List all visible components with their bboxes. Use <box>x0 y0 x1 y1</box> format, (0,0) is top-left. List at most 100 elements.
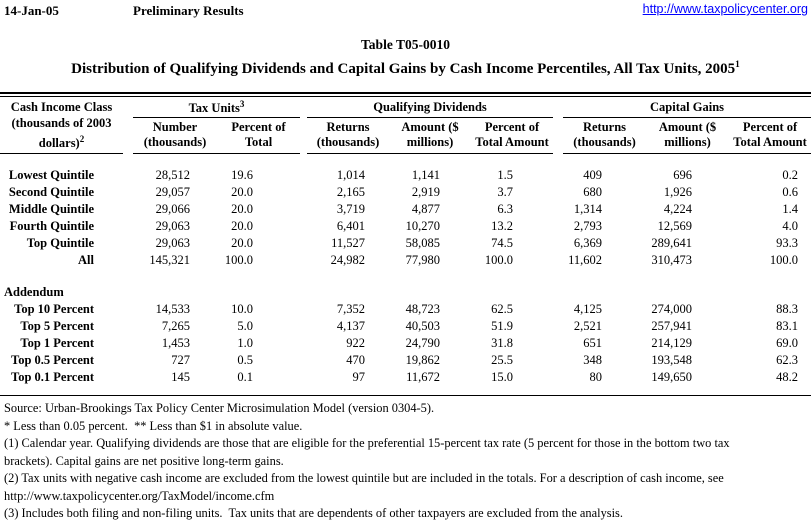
value-cell: 1.5 <box>497 168 514 183</box>
footnotes: Source: Urban-Brookings Tax Policy Cente… <box>0 396 811 523</box>
value-cell: 1.0 <box>237 336 254 351</box>
value-cell: 6,369 <box>573 236 603 251</box>
table-row: Fourth Quintile 29,063 20.0 6,401 10,270 13.2… <box>0 217 811 234</box>
value-cell: 13.2 <box>491 219 514 234</box>
table-title-text: Distribution of Qualifying Dividends and… <box>71 61 736 77</box>
value-cell: 25.5 <box>491 353 514 368</box>
value-cell: 69.0 <box>776 336 799 351</box>
value-cell: 31.8 <box>491 336 514 351</box>
table-title-superscript: 1 <box>735 60 740 70</box>
distribution-table: Cash Income Class (thousands of 2003 dolla… <box>0 97 811 385</box>
table-title: Distribution of Qualifying Dividends and… <box>0 60 811 78</box>
table-row: Top 0.1 Percent 145 0.1 97 11,672 15.0 80 149,6… <box>0 368 811 385</box>
value-cell: 11,527 <box>331 236 366 251</box>
group-header: Qualifying Dividends <box>307 97 554 119</box>
value-cell: 470 <box>346 353 366 368</box>
value-cell: 19,862 <box>405 353 441 368</box>
value-cell: 7,265 <box>161 319 190 334</box>
column-spacer <box>123 351 133 368</box>
value-cell: 24,790 <box>405 336 441 351</box>
table-row: Top 1 Percent 1,453 1.0 922 24,790 31.8 651 214… <box>0 334 811 351</box>
row-label: Top Quintile <box>26 236 94 251</box>
value-cell: 74.5 <box>491 236 514 251</box>
column-spacer <box>123 217 133 234</box>
table-body: Lowest Quintile 28,512 19.6 1,014 1,141 1.5 40… <box>0 154 811 386</box>
column-spacer <box>300 97 307 154</box>
value-cell: 696 <box>673 168 693 183</box>
value-cell: 1,141 <box>411 168 441 183</box>
site-link[interactable]: http://www.taxpolicycenter.org <box>642 2 808 16</box>
column-spacer <box>553 317 563 334</box>
value-cell: 3.7 <box>497 185 514 200</box>
status-label: Preliminary Results <box>133 3 244 18</box>
value-cell: 214,129 <box>651 336 693 351</box>
column-spacer <box>123 200 133 217</box>
value-cell: 2,793 <box>573 219 603 234</box>
value-cell: 29,063 <box>155 236 190 251</box>
value-cell: 20.0 <box>231 236 254 251</box>
value-cell: 727 <box>171 353 190 368</box>
value-cell: 4.0 <box>782 219 799 234</box>
value-cell: 97 <box>352 370 366 385</box>
value-cell: 348 <box>583 353 603 368</box>
footnote-line: http://www.taxpolicycenter.org/TaxModel/… <box>4 488 275 503</box>
bottom-rule-divider <box>0 395 811 397</box>
footnote-line: brackets). Capital gains are net positiv… <box>4 453 284 468</box>
column-spacer <box>123 183 133 200</box>
date-label: 14-Jan-05 <box>4 3 59 18</box>
row-label: Middle Quintile <box>8 202 94 217</box>
column-spacer <box>123 368 133 385</box>
footnote-line: (1) Calendar year. Qualifying dividends … <box>4 436 730 451</box>
value-cell: 1,314 <box>573 202 603 217</box>
column-header: Amount ($ millions) <box>389 117 472 155</box>
row-label: Top 0.1 Percent <box>11 370 94 385</box>
group-header: Capital Gains <box>563 97 811 119</box>
value-cell: 149,650 <box>651 370 693 385</box>
table-row: Middle Quintile 29,066 20.0 3,719 4,877 6.3 1,… <box>0 200 811 217</box>
column-spacer <box>553 368 563 385</box>
table-number-title: Table T05-0010 <box>361 37 450 52</box>
footnote-line: Source: Urban-Brookings Tax Policy Cente… <box>4 401 435 416</box>
table-row: All 145,321 100.0 24,982 77,980 100.0 11,602 31… <box>0 251 811 268</box>
value-cell: 680 <box>583 185 603 200</box>
value-cell: 193,548 <box>651 353 693 368</box>
value-cell: 80 <box>589 370 603 385</box>
value-cell: 4,877 <box>411 202 441 217</box>
section-row: Addendum <box>0 268 811 300</box>
column-spacer <box>300 234 307 251</box>
column-spacer <box>300 300 307 317</box>
value-cell: 5.0 <box>237 319 254 334</box>
value-cell: 1,926 <box>663 185 693 200</box>
value-cell: 28,512 <box>155 168 190 183</box>
income-class-header: Cash Income Class (thousands of 2003 dolla… <box>0 97 123 155</box>
column-spacer <box>123 154 133 184</box>
column-header: Amount ($ millions) <box>646 117 730 155</box>
column-spacer <box>300 251 307 268</box>
value-cell: 93.3 <box>776 236 799 251</box>
value-cell: 48,723 <box>405 302 441 317</box>
column-spacer <box>553 251 563 268</box>
value-cell: 77,980 <box>405 253 441 268</box>
value-cell: 83.1 <box>776 319 799 334</box>
value-cell: 1,453 <box>161 336 190 351</box>
row-label: Top 1 Percent <box>20 336 94 351</box>
column-spacer <box>123 300 133 317</box>
footnote-line: * Less than 0.05 percent. ** Less than $… <box>4 418 303 433</box>
value-cell: 2,165 <box>336 185 366 200</box>
value-cell: 4,137 <box>336 319 366 334</box>
column-spacer <box>300 200 307 217</box>
column-header: Returns (thousands) <box>307 117 390 155</box>
value-cell: 88.3 <box>776 302 799 317</box>
column-spacer <box>123 97 133 154</box>
column-header: Number (thousands) <box>133 117 217 155</box>
value-cell: 20.0 <box>231 202 254 217</box>
value-cell: 4,125 <box>573 302 603 317</box>
value-cell: 1.4 <box>782 202 799 217</box>
value-cell: 19.6 <box>231 168 254 183</box>
table-header: Cash Income Class (thousands of 2003 dolla… <box>0 97 811 155</box>
top-bar: 14-Jan-05 Preliminary Results http://www… <box>0 0 811 20</box>
value-cell: 51.9 <box>491 319 514 334</box>
value-cell: 2,919 <box>411 185 441 200</box>
value-cell: 11,672 <box>406 370 441 385</box>
table-row: Top 0.5 Percent 727 0.5 470 19,862 25.5 348 193… <box>0 351 811 368</box>
